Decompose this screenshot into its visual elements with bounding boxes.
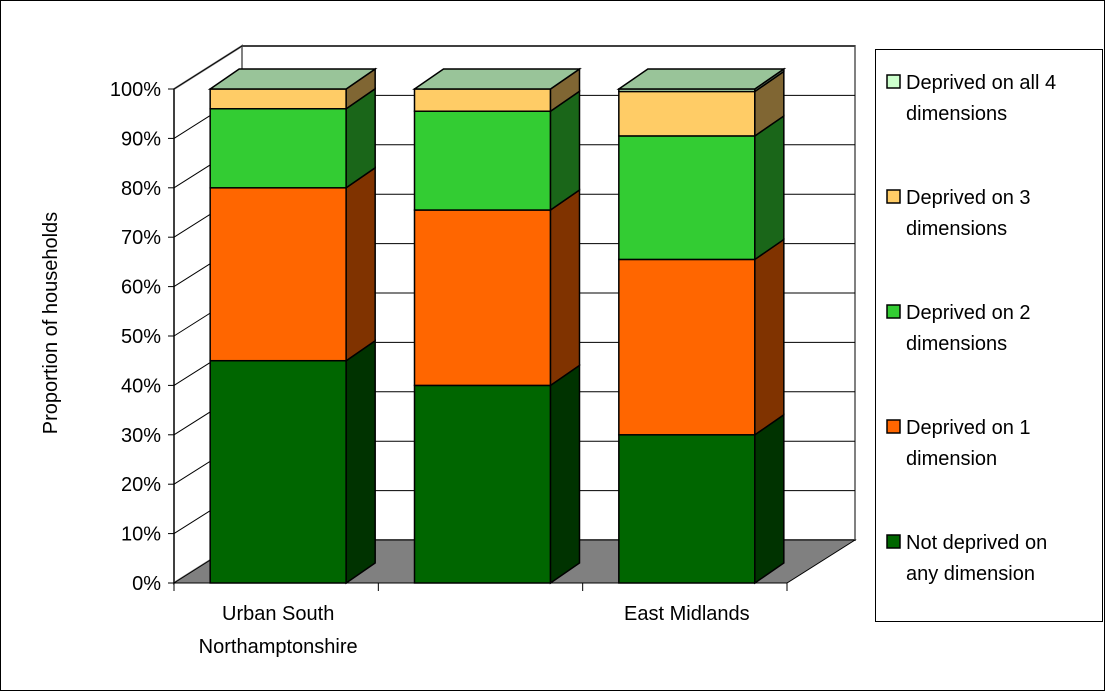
y-tick-label: 30% — [121, 425, 161, 447]
legend-label: Deprived on 2 — [906, 302, 1031, 324]
y-tick-label: 0% — [132, 573, 161, 595]
legend-label: Deprived on 3 — [906, 187, 1031, 209]
legend-box — [875, 49, 1103, 622]
bar-top-face — [207, 68, 378, 90]
bar-segment-front — [413, 384, 552, 584]
legend: Deprived on all 4 dimensions Deprived on 3… — [875, 49, 1103, 622]
bar-segment-side — [345, 166, 376, 363]
bar-top-face — [616, 68, 787, 90]
bar-segment-side — [754, 413, 785, 585]
bar-top-face — [412, 68, 582, 90]
y-tick-label: 20% — [121, 474, 161, 496]
legend-label: dimension — [906, 448, 997, 470]
legend-label: dimensions — [906, 333, 1007, 355]
legend-label: Deprived on 1 — [906, 417, 1031, 439]
gridline — [173, 45, 855, 90]
bar-segment-side — [345, 339, 376, 585]
legend-label: dimensions — [906, 103, 1007, 125]
y-tick-label: 40% — [121, 375, 161, 397]
x-tick-label: East Midlands — [624, 603, 750, 625]
y-axis-label: Proportion of households — [40, 212, 62, 434]
bar-segment-front — [413, 88, 552, 112]
x-tick-label: Urban South — [222, 603, 334, 625]
bar-segment-front — [209, 359, 347, 584]
bar-segment-front — [618, 90, 756, 137]
x-tick-label: Northamptonshire — [199, 636, 358, 658]
bar-segment-front — [413, 110, 552, 211]
bar-segment-side — [549, 363, 581, 585]
bar-segment-front — [209, 108, 347, 189]
legend-swatch — [886, 74, 901, 89]
y-tick-label: 10% — [121, 524, 161, 546]
y-tick-label: 100% — [110, 79, 161, 101]
bar-segment-front — [618, 434, 756, 584]
y-tick-label: 70% — [121, 227, 161, 249]
bar-segment-front — [209, 88, 347, 110]
axes: 0% 10% 20% 30% 40% 50% 60% 70% 80% 90% 100% Urban S… — [110, 79, 788, 658]
bar-segment-side — [754, 238, 785, 437]
legend-label: Not deprived on — [906, 532, 1047, 554]
legend-swatch — [886, 304, 901, 319]
bars — [207, 67, 787, 585]
bar-segment-front — [209, 187, 347, 362]
legend-swatch — [886, 189, 901, 204]
bar-segment-front — [618, 135, 756, 261]
bar-segment-side — [549, 188, 581, 387]
y-tick-label: 60% — [121, 277, 161, 299]
legend-label: any dimension — [906, 563, 1035, 585]
y-tick-label: 50% — [121, 326, 161, 348]
legend-label: dimensions — [906, 218, 1007, 240]
bar-segment-front — [413, 209, 552, 387]
bar-segment-front — [618, 258, 756, 436]
legend-swatch — [886, 534, 901, 549]
legend-label: Deprived on all 4 — [906, 72, 1056, 94]
legend-swatch — [886, 419, 901, 434]
y-tick-label: 80% — [121, 178, 161, 200]
y-tick-label: 90% — [121, 128, 161, 150]
bar-segment-side — [754, 114, 785, 261]
